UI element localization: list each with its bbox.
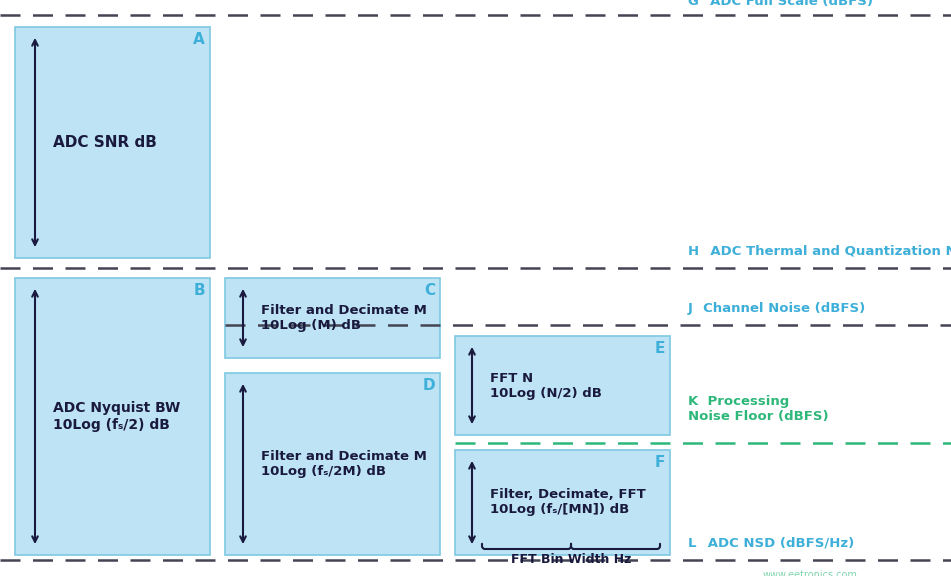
Bar [15, 27, 210, 258]
Text: J  Channel Noise (dBFS): J Channel Noise (dBFS) [688, 302, 866, 315]
Bar [225, 373, 440, 555]
Text: G  ADC Full Scale (dBFS): G ADC Full Scale (dBFS) [688, 0, 873, 8]
Text: K  Processing
Noise Floor (dBFS): K Processing Noise Floor (dBFS) [688, 395, 828, 423]
Text: A: A [193, 32, 205, 47]
Bar [225, 278, 440, 358]
Text: H  ADC Thermal and Quantization Noise (dBFS): H ADC Thermal and Quantization Noise (dB… [688, 245, 951, 258]
Text: F: F [654, 455, 665, 470]
Text: www.eetronics.com: www.eetronics.com [763, 570, 858, 576]
Bar [15, 278, 210, 555]
Text: Filter and Decimate M
10Log (fₛ/2M) dB: Filter and Decimate M 10Log (fₛ/2M) dB [261, 450, 427, 478]
Text: E: E [654, 341, 665, 356]
Text: ADC Nyquist BW
10Log (fₛ/2) dB: ADC Nyquist BW 10Log (fₛ/2) dB [53, 401, 181, 431]
Text: FFT Bin Width Hz: FFT Bin Width Hz [511, 553, 631, 566]
Text: L  ADC NSD (dBFS/Hz): L ADC NSD (dBFS/Hz) [688, 537, 854, 550]
Text: FFT N
10Log (N/2) dB: FFT N 10Log (N/2) dB [490, 372, 602, 400]
Text: C: C [424, 283, 435, 298]
Text: ADC SNR dB: ADC SNR dB [53, 135, 157, 150]
Bar [455, 450, 670, 555]
Text: D: D [422, 378, 435, 393]
Text: B: B [193, 283, 205, 298]
Bar [455, 336, 670, 435]
Text: Filter, Decimate, FFT
10Log (fₛ/[MN]) dB: Filter, Decimate, FFT 10Log (fₛ/[MN]) dB [490, 488, 646, 517]
Text: Filter and Decimate M
10Log (M) dB: Filter and Decimate M 10Log (M) dB [261, 304, 427, 332]
